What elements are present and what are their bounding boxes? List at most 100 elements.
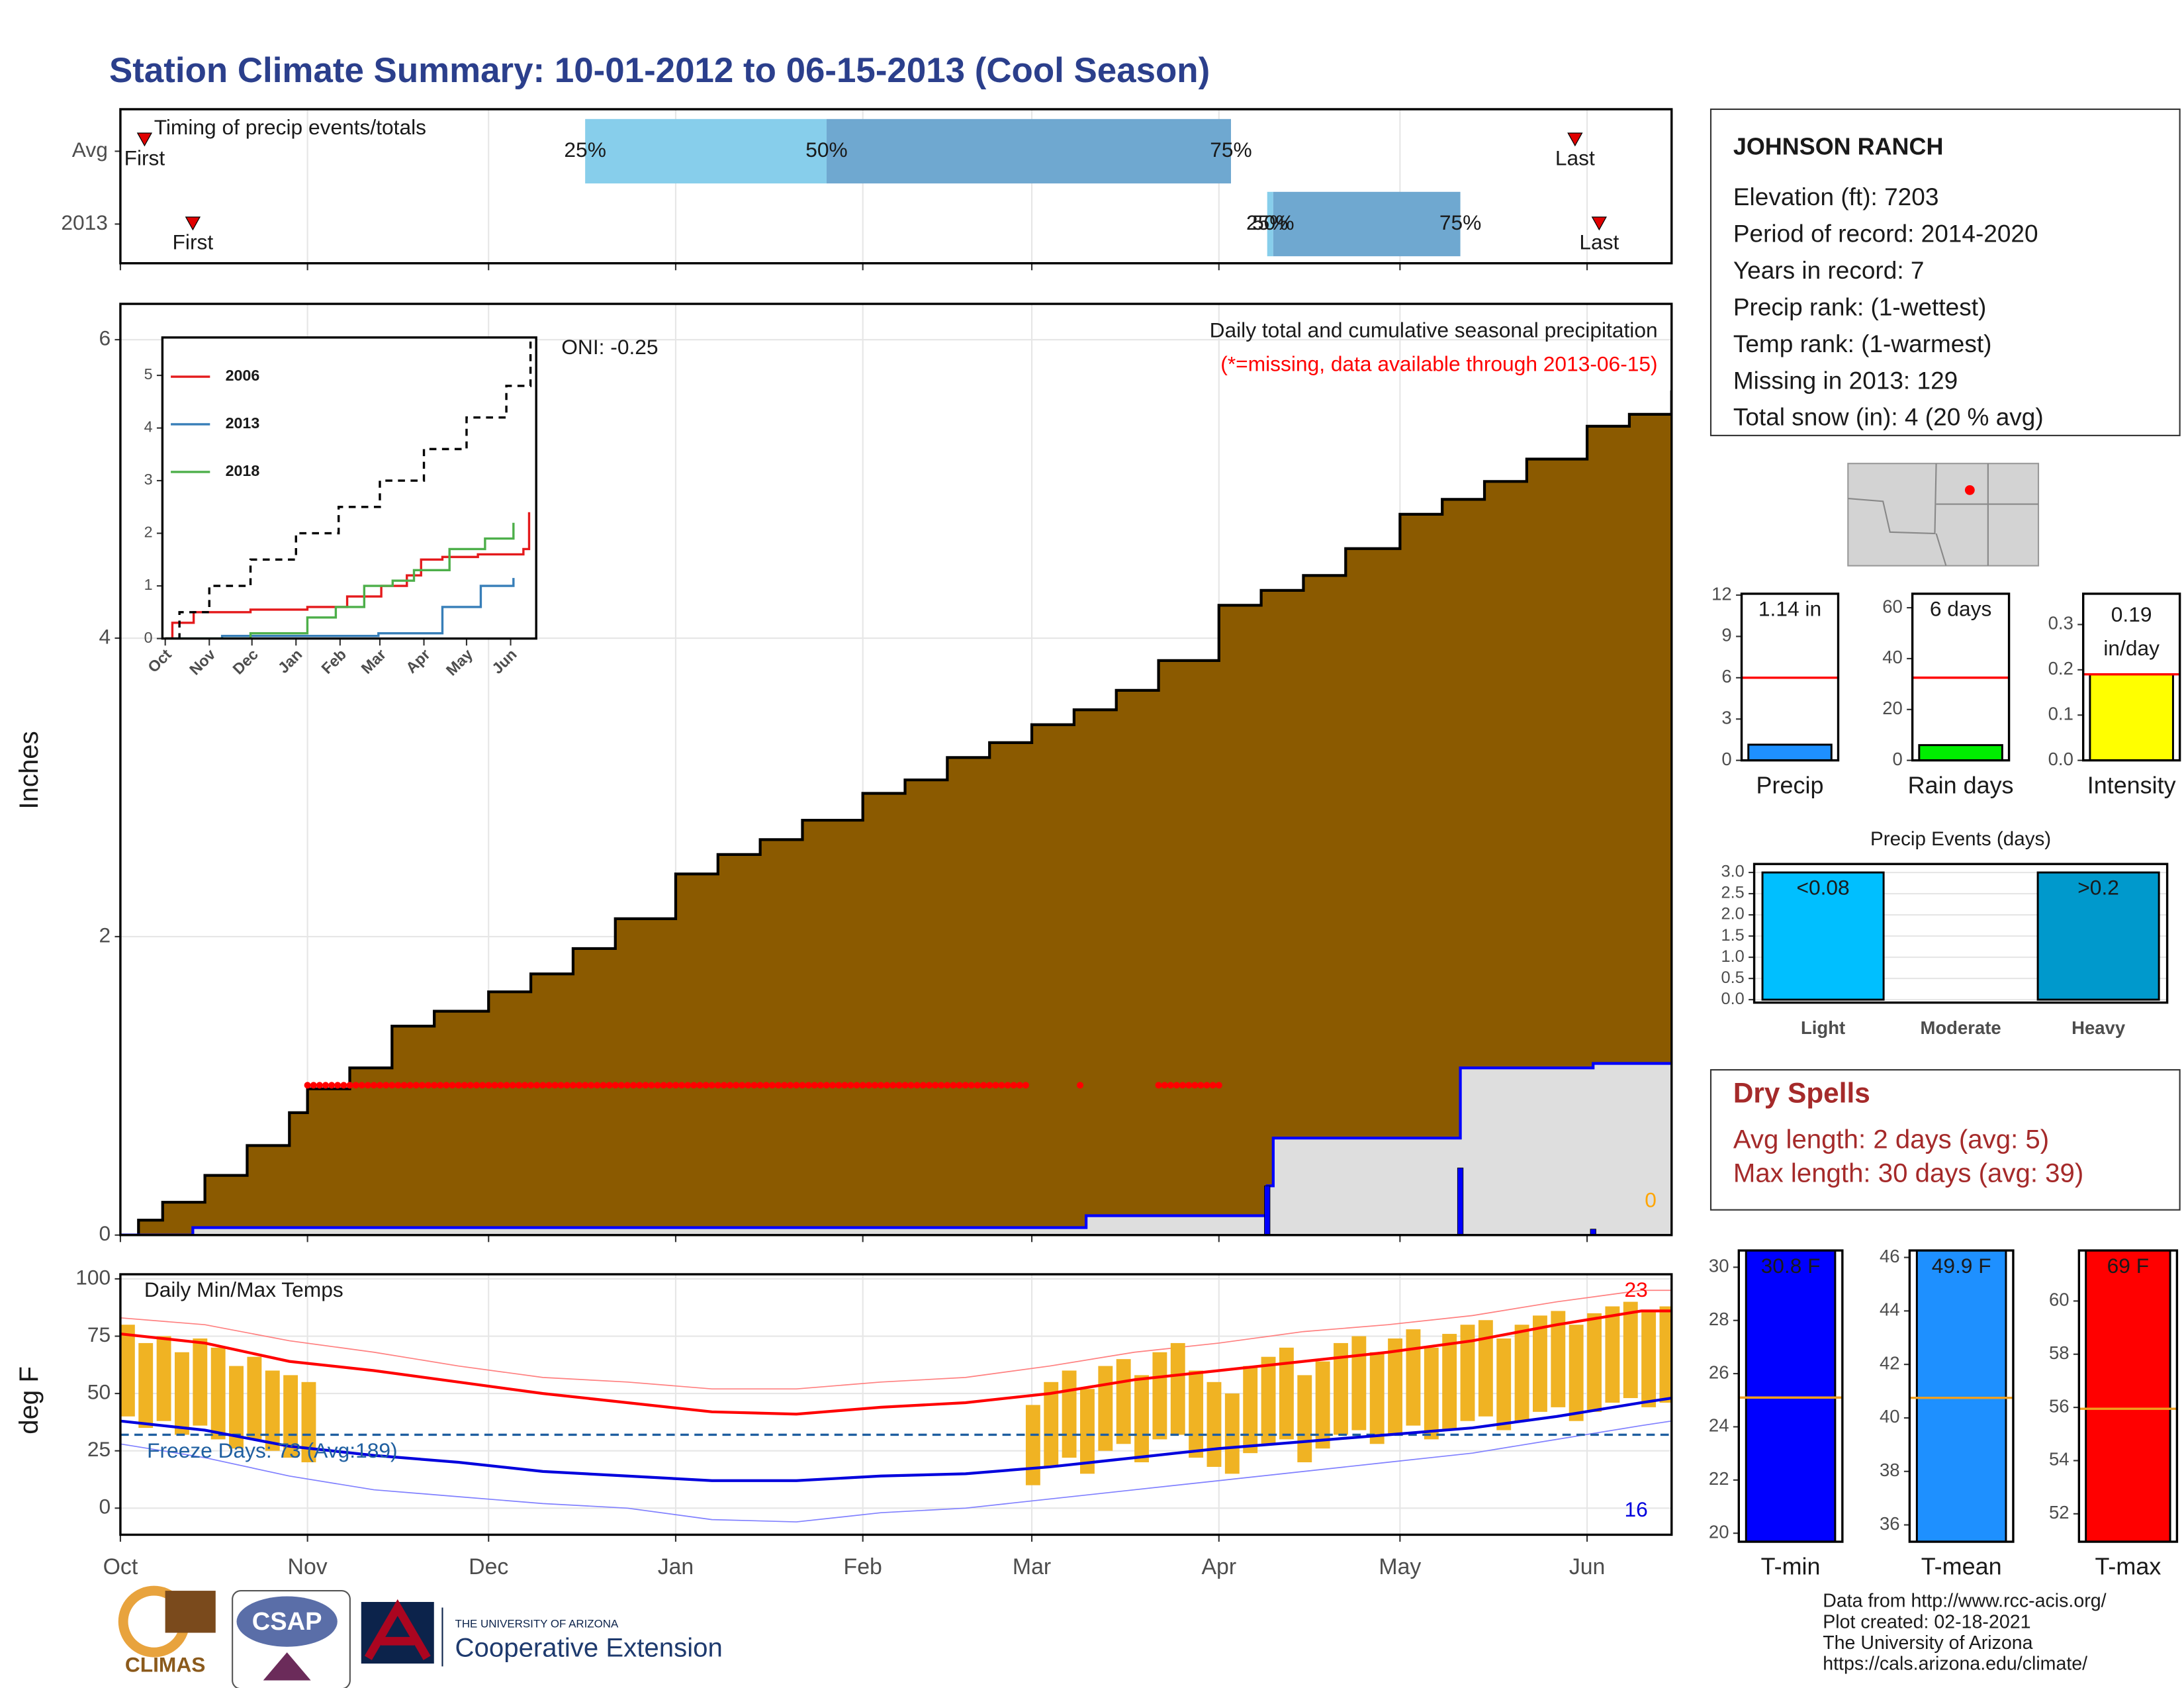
- freeze-label: Freeze Days: 73 (Avg:189): [147, 1438, 397, 1462]
- panel-frame: [2082, 592, 2181, 762]
- event-marker: [136, 132, 153, 147]
- quartile-bar: [585, 118, 827, 184]
- oni-label: ONI: -0.25: [561, 335, 658, 359]
- y-tick-label: 28: [1709, 1309, 1729, 1329]
- missing-day: [479, 1082, 486, 1089]
- y-tick-label: 1.0: [1721, 947, 1744, 966]
- series-line: [165, 340, 532, 639]
- panel-frame: [119, 1273, 1673, 1536]
- event-marker: [1567, 132, 1583, 147]
- missing-day: [762, 1082, 770, 1089]
- y-tick-label: 0.1: [2048, 704, 2073, 724]
- missing-day: [364, 1082, 371, 1089]
- daily-temp-bar: [1152, 1352, 1167, 1440]
- missing-day: [811, 1082, 818, 1089]
- quartile-bar: [1267, 191, 1273, 257]
- missing-day: [346, 1082, 353, 1089]
- series-line: [165, 522, 515, 639]
- missing-day: [491, 1082, 498, 1089]
- missing-day: [557, 1082, 565, 1089]
- missing-day: [606, 1082, 613, 1089]
- bar: [1745, 1250, 1837, 1542]
- x-tick-label: Jun: [1569, 1554, 1606, 1579]
- y-tick-label: 22: [1709, 1468, 1729, 1489]
- dry-spells-box: [1709, 1069, 2181, 1211]
- value-label: 1.14 in: [1758, 597, 1821, 621]
- missing-day: [865, 1082, 872, 1089]
- missing-day: [1076, 1082, 1084, 1089]
- missing-day: [932, 1082, 939, 1089]
- missing-day: [678, 1082, 686, 1089]
- page-title: Station Climate Summary: 10-01-2012 to 0…: [109, 51, 1210, 90]
- footer-line: Plot created: 02-18-2021: [1823, 1611, 2030, 1632]
- missing-day: [642, 1082, 649, 1089]
- missing-day: [334, 1082, 341, 1089]
- daily-temp-bar: [1659, 1306, 1672, 1403]
- y-tick-label: 1: [144, 576, 153, 593]
- cumulative-area: [120, 1063, 1672, 1235]
- temperature-line: [120, 1396, 1672, 1482]
- inset-background: [162, 337, 537, 639]
- missing-day: [1004, 1082, 1011, 1089]
- missing-day: [636, 1082, 643, 1089]
- missing-day: [696, 1082, 704, 1089]
- missing-day: [600, 1082, 607, 1089]
- y-tick-label: 26: [1709, 1362, 1729, 1382]
- y-tick-label: 46: [1880, 1246, 1900, 1266]
- daily-temp-bar: [120, 1325, 135, 1417]
- missing-day: [527, 1082, 535, 1089]
- daily-temp-bar: [1206, 1382, 1222, 1467]
- daily-temp-bar: [1406, 1329, 1421, 1426]
- missing-day: [431, 1082, 438, 1089]
- missing-day: [859, 1082, 866, 1089]
- category-label: Moderate: [1920, 1017, 2001, 1038]
- y-tick-label: 52: [2049, 1502, 2070, 1523]
- y-tick-label: 36: [1880, 1513, 1900, 1534]
- missing-day: [648, 1082, 655, 1089]
- daily-temp-bar: [1514, 1325, 1529, 1421]
- missing-day: [877, 1082, 885, 1089]
- missing-day: [774, 1082, 782, 1089]
- missing-day: [919, 1082, 927, 1089]
- panel-subtitle: Timing of precip events/totals: [154, 115, 426, 139]
- max-count: 23: [1625, 1278, 1648, 1301]
- panel-subtitle: Daily total and cumulative seasonal prec…: [1210, 318, 1658, 342]
- missing-note: (*=missing, data available through 2013-…: [1220, 352, 1657, 375]
- y-tick-label: 3: [1721, 708, 1731, 728]
- y-tick-label: 0: [99, 1495, 111, 1519]
- missing-day: [316, 1082, 323, 1089]
- missing-day: [328, 1082, 336, 1089]
- missing-day: [497, 1082, 504, 1089]
- legend-label: 2013: [226, 414, 260, 432]
- missing-day: [907, 1082, 915, 1089]
- daily-temp-bar: [301, 1382, 316, 1463]
- missing-day: [1016, 1082, 1023, 1089]
- missing-day: [787, 1082, 794, 1089]
- missing-day: [793, 1082, 800, 1089]
- missing-day: [539, 1082, 547, 1089]
- dry-spells-line: Avg length: 2 days (avg: 5): [1733, 1125, 2049, 1154]
- logos: CLIMAS CSAP THE UNIVERSITY OF ARIZONA Co…: [118, 1585, 723, 1688]
- panel-frame: [119, 108, 1673, 265]
- missing-day: [714, 1082, 721, 1089]
- station-line: Precip rank: (1-wettest): [1733, 293, 1986, 320]
- missing-day: [660, 1082, 667, 1089]
- daily-temp-bar: [1098, 1366, 1113, 1451]
- missing-day: [388, 1082, 396, 1089]
- y-tick-label: 38: [1880, 1460, 1900, 1480]
- missing-day: [322, 1082, 330, 1089]
- x-tick-label: Jan: [658, 1554, 694, 1579]
- dry-spells-line: Max length: 30 days (avg: 39): [1733, 1158, 2083, 1188]
- daily-temp-bar: [1605, 1306, 1620, 1403]
- y-tick-label: 0: [144, 629, 153, 646]
- daily-temp-bar: [1623, 1301, 1638, 1399]
- cumulative-outline: [120, 390, 1672, 1235]
- missing-day: [751, 1082, 758, 1089]
- daily-temp-bar: [1044, 1382, 1059, 1467]
- daily-temp-bar: [1569, 1325, 1584, 1421]
- daily-temp-bar: [1587, 1313, 1602, 1412]
- missing-day: [835, 1082, 842, 1089]
- missing-day: [950, 1082, 957, 1089]
- y-tick-label: 56: [2049, 1395, 2070, 1416]
